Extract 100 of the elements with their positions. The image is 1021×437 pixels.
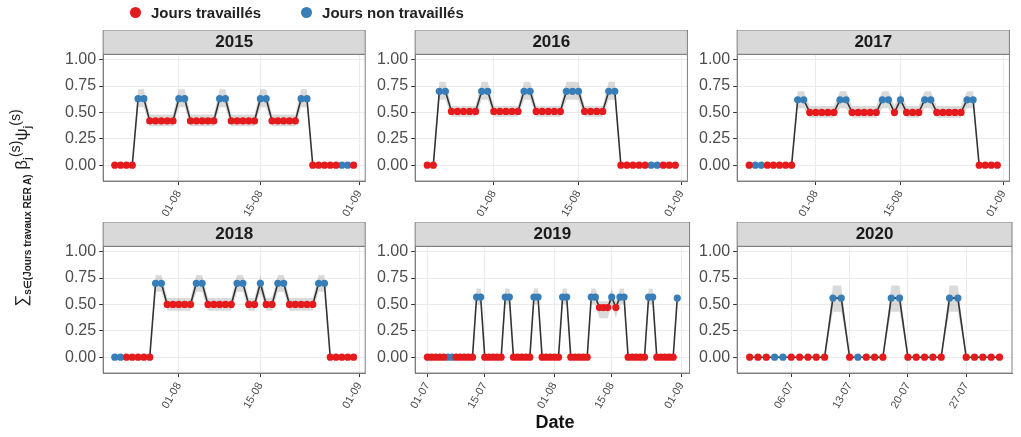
- point: [788, 161, 796, 169]
- point: [117, 353, 125, 361]
- y-tick-label: 0.00: [65, 155, 97, 173]
- point: [309, 300, 317, 309]
- point: [128, 353, 136, 361]
- point: [574, 87, 583, 95]
- point: [344, 353, 352, 361]
- point: [872, 108, 880, 117]
- point: [210, 117, 218, 125]
- point: [860, 108, 868, 117]
- point: [775, 161, 784, 169]
- point: [157, 117, 165, 125]
- point: [198, 117, 206, 125]
- y-tick-label: 0.25: [65, 321, 97, 339]
- point: [884, 96, 893, 104]
- point: [604, 304, 612, 312]
- legend-label: Jours travaillés: [151, 4, 262, 21]
- point: [550, 107, 558, 115]
- point: [673, 294, 681, 302]
- point: [969, 96, 977, 104]
- point: [256, 95, 264, 103]
- point: [440, 353, 448, 361]
- point: [580, 107, 589, 115]
- point: [878, 96, 886, 104]
- y-tick-label: 0.00: [699, 155, 731, 173]
- point: [544, 107, 552, 115]
- point: [896, 96, 905, 104]
- point: [866, 108, 874, 117]
- point: [122, 353, 131, 361]
- point: [326, 353, 334, 361]
- point: [538, 107, 546, 115]
- point: [349, 353, 358, 361]
- point: [320, 279, 329, 287]
- point: [181, 300, 189, 309]
- point: [262, 95, 270, 103]
- point: [830, 108, 838, 117]
- point: [285, 300, 294, 309]
- point: [975, 161, 983, 169]
- point: [151, 279, 160, 287]
- point: [890, 108, 899, 117]
- point: [332, 161, 340, 169]
- point: [993, 161, 1001, 169]
- point: [423, 161, 431, 169]
- point: [508, 107, 516, 115]
- point: [629, 161, 637, 169]
- point: [659, 161, 667, 169]
- y-tick-label: 0.00: [65, 347, 97, 365]
- point: [250, 117, 259, 125]
- point: [447, 107, 456, 115]
- point: [665, 161, 673, 169]
- point: [927, 96, 935, 104]
- point: [256, 279, 264, 287]
- x-axis-title: Date: [534, 412, 576, 433]
- point: [514, 107, 522, 115]
- y-tick-label: 0.50: [377, 102, 409, 120]
- point: [568, 87, 577, 95]
- point: [745, 161, 753, 169]
- legend-label: Jours non travaillés: [322, 4, 464, 21]
- point: [909, 108, 917, 117]
- y-tick-label: 0.75: [65, 268, 97, 286]
- y-tick-label: 1.00: [65, 242, 97, 260]
- y-tick-label: 0.75: [377, 76, 409, 94]
- point: [459, 107, 468, 115]
- point: [981, 161, 989, 169]
- y-tick-label: 0.50: [699, 102, 731, 120]
- y-tick-label: 0.50: [699, 294, 731, 312]
- point: [466, 107, 474, 115]
- point: [563, 293, 571, 301]
- point: [472, 107, 480, 115]
- point: [146, 353, 154, 361]
- y-tick-label: 0.00: [699, 347, 731, 365]
- point: [757, 161, 765, 169]
- point: [157, 279, 165, 287]
- point: [262, 300, 270, 309]
- point: [297, 95, 305, 103]
- point: [612, 304, 620, 312]
- point: [140, 95, 148, 103]
- point: [649, 293, 657, 301]
- point: [562, 87, 571, 95]
- point: [280, 117, 288, 125]
- point: [216, 95, 224, 103]
- point: [291, 300, 299, 309]
- point: [285, 117, 294, 125]
- y-tick-label: 0.75: [699, 268, 731, 286]
- point: [163, 300, 171, 309]
- y-tick-label: 0.50: [65, 102, 97, 120]
- point: [635, 161, 643, 169]
- point: [163, 117, 171, 125]
- point: [239, 279, 247, 287]
- point: [987, 161, 995, 169]
- point: [669, 353, 677, 361]
- point: [435, 87, 443, 95]
- point: [429, 161, 437, 169]
- point: [280, 279, 288, 287]
- y-tick-label: 0.50: [65, 294, 97, 312]
- point: [344, 161, 352, 169]
- point: [587, 107, 595, 115]
- point: [315, 161, 323, 169]
- y-tick-label: 0.25: [699, 129, 731, 147]
- point: [291, 117, 299, 125]
